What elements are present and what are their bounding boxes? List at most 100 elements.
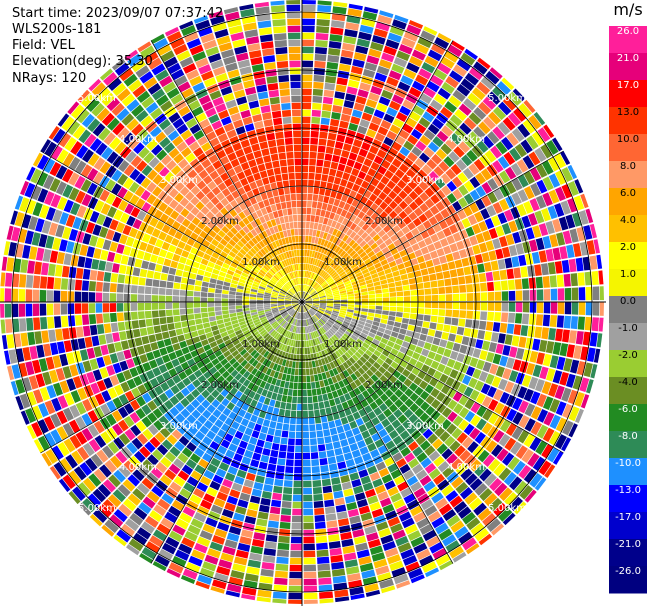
range-gate bbox=[367, 538, 381, 549]
range-gate bbox=[250, 165, 259, 175]
range-gate bbox=[490, 145, 503, 159]
range-gate bbox=[302, 235, 306, 243]
range-gate bbox=[304, 305, 309, 311]
range-gate bbox=[208, 113, 220, 124]
range-gate bbox=[369, 145, 379, 155]
range-gate bbox=[270, 298, 278, 301]
range-gate bbox=[181, 111, 194, 123]
range-gate bbox=[186, 414, 197, 425]
range-gate bbox=[25, 361, 35, 376]
range-gate bbox=[211, 345, 220, 353]
range-gate bbox=[535, 440, 548, 455]
range-gate bbox=[326, 204, 333, 212]
range-gate bbox=[309, 158, 317, 166]
range-gate bbox=[336, 266, 343, 273]
range-gate bbox=[330, 27, 344, 36]
range-gate bbox=[203, 419, 214, 430]
range-gate bbox=[430, 398, 441, 410]
range-gate bbox=[306, 340, 310, 348]
range-gate bbox=[487, 302, 495, 311]
range-gate bbox=[251, 237, 259, 245]
range-gate bbox=[245, 354, 253, 362]
range-gate bbox=[221, 302, 229, 307]
range-gate bbox=[423, 281, 431, 289]
range-gate bbox=[346, 414, 355, 423]
range-gate bbox=[277, 303, 285, 305]
range-gate bbox=[302, 375, 307, 383]
range-gate bbox=[511, 335, 520, 347]
range-gate bbox=[216, 565, 231, 576]
range-gate bbox=[537, 127, 551, 142]
range-gate bbox=[379, 201, 388, 211]
range-gate bbox=[263, 548, 276, 557]
range-gate bbox=[488, 250, 497, 261]
range-gate bbox=[168, 505, 181, 518]
range-gate bbox=[251, 367, 258, 376]
range-gate bbox=[319, 279, 326, 286]
range-gate bbox=[291, 403, 297, 411]
range-gate bbox=[445, 119, 458, 132]
range-gate bbox=[277, 334, 283, 342]
range-gate bbox=[258, 312, 265, 317]
range-gate bbox=[184, 352, 193, 361]
range-gate bbox=[433, 240, 443, 250]
range-gate bbox=[92, 488, 107, 503]
range-gate bbox=[168, 463, 181, 475]
range-gate bbox=[235, 52, 249, 62]
range-gate bbox=[307, 271, 310, 278]
range-gate bbox=[318, 293, 326, 297]
range-gate bbox=[310, 272, 315, 280]
range-gate bbox=[441, 448, 453, 460]
range-gate bbox=[237, 285, 244, 290]
range-gate bbox=[105, 261, 113, 272]
range-gate bbox=[398, 210, 408, 220]
range-gate bbox=[532, 225, 542, 238]
range-gate bbox=[346, 367, 354, 375]
range-gate bbox=[302, 186, 308, 194]
range-gate bbox=[50, 429, 63, 444]
range-gate bbox=[168, 147, 180, 159]
range-gate bbox=[366, 128, 377, 139]
range-gate bbox=[441, 484, 454, 497]
range-gate bbox=[330, 118, 340, 127]
range-gate bbox=[401, 174, 412, 184]
range-gate bbox=[517, 430, 530, 444]
range-gate bbox=[304, 304, 310, 310]
range-gate bbox=[416, 223, 426, 233]
range-gate bbox=[310, 257, 314, 265]
range-gate bbox=[221, 508, 234, 519]
range-gate bbox=[432, 547, 448, 560]
range-gate bbox=[302, 46, 314, 54]
range-gate bbox=[436, 346, 446, 356]
range-gate bbox=[291, 529, 302, 537]
range-gate bbox=[302, 291, 304, 299]
range-gate bbox=[365, 226, 374, 235]
range-gate bbox=[361, 223, 370, 232]
range-gate bbox=[502, 368, 512, 380]
range-gate bbox=[438, 309, 446, 317]
range-gate bbox=[104, 459, 117, 473]
range-gate bbox=[304, 293, 309, 299]
range-gate bbox=[393, 356, 402, 365]
range-gate bbox=[347, 572, 361, 582]
range-gate bbox=[60, 278, 69, 290]
range-gate bbox=[164, 469, 177, 481]
range-gate bbox=[542, 176, 554, 191]
range-gate bbox=[295, 361, 299, 369]
range-gate bbox=[299, 340, 302, 348]
range-gate bbox=[297, 305, 301, 312]
range-gate bbox=[263, 199, 270, 207]
range-gate bbox=[309, 279, 313, 286]
range-gate bbox=[267, 315, 274, 320]
range-gate bbox=[379, 578, 394, 589]
range-gate bbox=[303, 557, 316, 565]
range-gate bbox=[411, 80, 425, 92]
range-gate bbox=[291, 302, 299, 305]
range-gate bbox=[329, 282, 337, 288]
range-gate bbox=[186, 383, 196, 393]
range-gate bbox=[321, 334, 327, 342]
range-gate bbox=[454, 334, 463, 344]
range-gate bbox=[395, 424, 406, 435]
range-gate bbox=[498, 236, 508, 248]
range-gate bbox=[457, 197, 469, 208]
